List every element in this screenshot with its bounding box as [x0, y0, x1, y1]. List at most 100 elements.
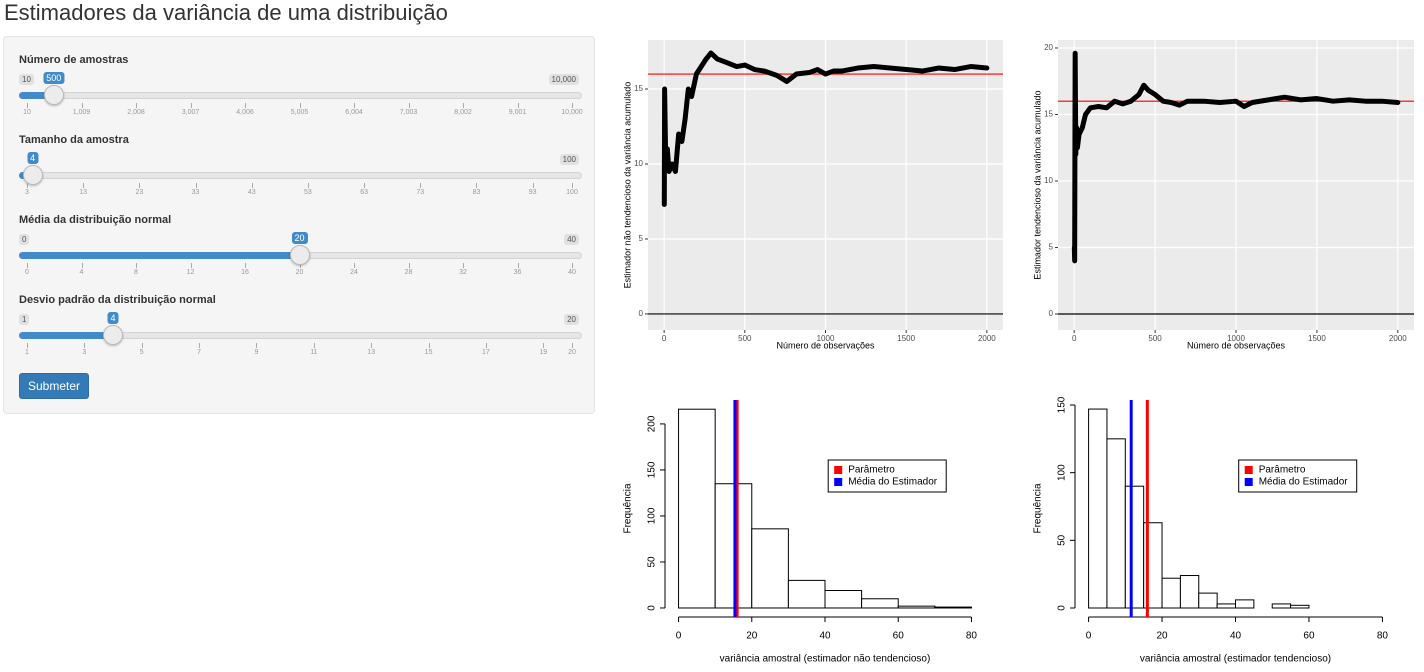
slider-tick-label: 11 — [310, 349, 318, 356]
x-axis-label: variância amostral (estimador tendencios… — [1140, 654, 1331, 665]
histogram-bar — [934, 606, 972, 609]
slider-tick-label: 5,005 — [290, 109, 309, 116]
x-tick-label: 0 — [676, 631, 682, 642]
slider-tick-label: 20 — [568, 349, 576, 356]
slider-tick — [83, 183, 85, 188]
slider-handle[interactable] — [103, 325, 124, 345]
y-tick-label: 5 — [639, 234, 644, 243]
slider-tick — [463, 263, 464, 268]
histogram-bar — [787, 579, 826, 609]
slider-tick — [364, 183, 366, 188]
slider-tick-label: 15 — [424, 349, 433, 356]
slider-tick — [136, 103, 137, 108]
slider-tick-label: 20 — [295, 269, 304, 276]
x-tick-label: 1500 — [1308, 334, 1326, 343]
slider-value: 4 — [107, 312, 119, 324]
y-tick-label: 0 — [1057, 605, 1068, 611]
slider-tick-label: 17 — [482, 349, 490, 356]
slider-handle[interactable] — [289, 245, 310, 265]
y-axis-label: Estimador tendencioso da variância acumu… — [1032, 90, 1042, 279]
x-tick-label: 500 — [738, 334, 752, 343]
slider-fill — [19, 252, 300, 259]
histogram-bar — [751, 528, 789, 609]
slider-tick — [299, 103, 301, 108]
slider-tick-label: 73 — [416, 189, 425, 196]
y-tick-label: 10 — [634, 159, 643, 168]
x-tick-label: 40 — [819, 631, 831, 642]
x-tick-label: 1000 — [817, 334, 835, 343]
slider-tick — [517, 263, 519, 268]
slider-tick — [428, 343, 430, 348]
slider-tick-label: 0 — [25, 269, 29, 276]
slider-tick-label: 93 — [528, 189, 537, 196]
slider-tick-label: 40 — [568, 269, 576, 276]
slider-tick-label: 10,000 — [561, 109, 583, 116]
slider-tick — [572, 103, 573, 108]
series-line — [1071, 50, 1401, 264]
slider-tick — [81, 263, 83, 268]
slider-tick — [27, 103, 28, 108]
slider-tick — [139, 183, 141, 188]
slider-tick — [408, 263, 410, 268]
y-tick-label: 150 — [1057, 396, 1068, 413]
histogram-bar — [1179, 575, 1200, 609]
slider-fill — [19, 332, 114, 339]
slider-max: 40 — [564, 234, 579, 245]
slider-handle[interactable] — [43, 85, 64, 105]
slider-tick-label: 9,001 — [508, 109, 527, 116]
y-tick-label: 10 — [1044, 176, 1053, 185]
slider-fill — [19, 92, 54, 99]
histogram-bar — [861, 598, 899, 609]
slider-tick — [245, 263, 246, 268]
slider-tick-label: 13 — [79, 189, 88, 196]
slider-tick-label: 7,003 — [399, 109, 418, 116]
slider-tick — [572, 183, 573, 188]
x-tick-label: 2000 — [1389, 334, 1407, 343]
slider-value: 500 — [43, 72, 65, 84]
slider-tick-label: 28 — [404, 269, 413, 276]
legend-label: Parâmetro — [1259, 465, 1306, 476]
histogram-bar — [897, 605, 936, 609]
slider-handle[interactable] — [22, 165, 43, 185]
slider-tick — [572, 343, 573, 348]
y-tick-label: 0 — [639, 309, 644, 318]
slider-tick-label: 24 — [350, 269, 358, 276]
histogram-bar — [678, 408, 716, 609]
x-tick-label: 80 — [1377, 631, 1389, 642]
x-tick-label: 1000 — [1227, 334, 1245, 343]
slider-tick-label: 8 — [134, 269, 138, 276]
y-tick-label: 50 — [647, 556, 658, 568]
slider-tick-label: 63 — [360, 189, 369, 196]
slider-tick — [543, 343, 545, 348]
slider-tick-label: 8,002 — [454, 109, 472, 116]
submit-button[interactable]: Submeter — [19, 373, 89, 399]
slider-tick — [190, 103, 192, 108]
slider-tick — [245, 103, 246, 108]
slider-tick-label: 12 — [186, 269, 195, 276]
y-axis-label: Frequência — [1033, 483, 1044, 533]
y-tick-label: 0 — [647, 605, 658, 611]
x-tick-label: 60 — [893, 631, 905, 642]
slider-max: 100 — [559, 154, 579, 165]
slider-tick — [476, 183, 478, 188]
histogram-bar — [824, 589, 863, 609]
histogram-bar — [1290, 604, 1310, 609]
slider-tick — [251, 183, 253, 188]
slider-tick — [420, 183, 422, 188]
slider-min: 10 — [19, 74, 34, 85]
slider-tick — [190, 263, 192, 268]
slider-tick-label: 53 — [304, 189, 312, 196]
slider-tick-label: 6,004 — [345, 109, 363, 116]
x-tick-label: 0 — [662, 334, 667, 343]
slider-tick — [408, 103, 410, 108]
y-tick-label: 15 — [634, 84, 643, 93]
slider-tick-label: 83 — [472, 189, 481, 196]
legend-box — [827, 459, 947, 493]
slider-label: Média da distribuição normal — [19, 214, 172, 226]
slider-tick-label: 23 — [135, 189, 144, 196]
x-tick-label: 20 — [1156, 631, 1168, 642]
slider-tick-label: 16 — [241, 269, 249, 276]
legend-label: Média do Estimador — [848, 477, 938, 488]
x-tick-label: 20 — [746, 631, 758, 642]
